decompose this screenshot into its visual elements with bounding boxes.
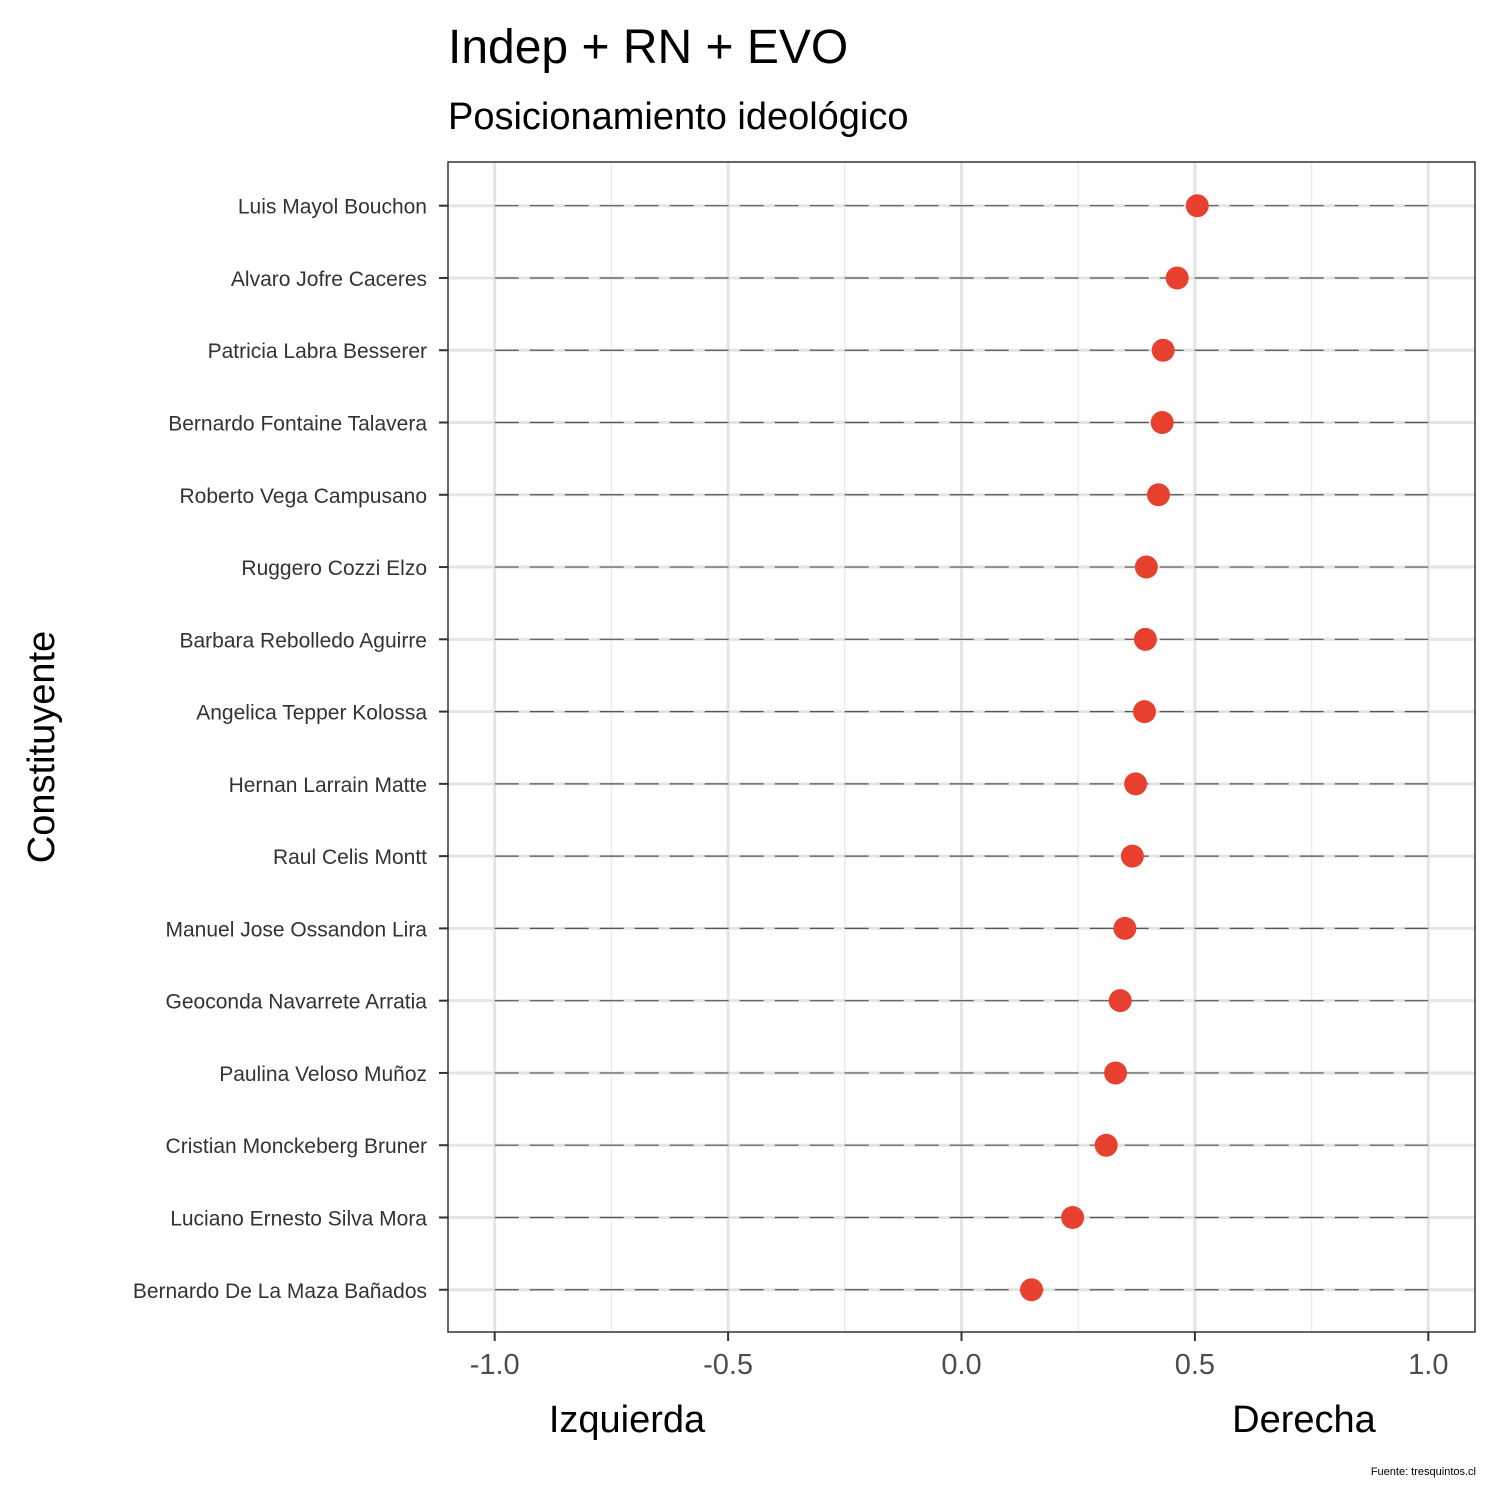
data-point <box>1165 266 1189 290</box>
y-tick-label: Luis Mayol Bouchon <box>238 196 427 219</box>
y-tick-label: Raul Celis Montt <box>273 846 427 869</box>
data-point <box>1020 1278 1044 1302</box>
y-tick-label: Luciano Ernesto Silva Mora <box>170 1207 427 1230</box>
y-tick-label: Ruggero Cozzi Elzo <box>241 557 427 580</box>
data-point <box>1061 1205 1085 1229</box>
y-tick-label: Manuel Jose Ossandon Lira <box>166 918 428 941</box>
data-point <box>1146 483 1170 507</box>
chart-title: Indep + RN + EVO <box>448 21 848 74</box>
y-axis-ticks: Luis Mayol Bouchon Alvaro Jofre Caceres Pa… <box>133 196 448 1303</box>
y-tick-label: Alvaro Jofre Caceres <box>231 268 427 291</box>
data-point <box>1150 411 1174 435</box>
data-point <box>1104 1061 1128 1085</box>
y-tick-label: Paulina Veloso Muñoz <box>219 1063 427 1086</box>
data-point <box>1132 700 1156 724</box>
data-point <box>1133 627 1157 651</box>
y-tick-label: Geoconda Navarrete Arratia <box>166 991 428 1014</box>
y-tick-label: Cristian Monckeberg Bruner <box>166 1135 427 1158</box>
data-point <box>1185 194 1209 218</box>
data-point <box>1124 772 1148 796</box>
x-tick-label: -1.0 <box>470 1349 520 1381</box>
y-tick-label: Hernan Larrain Matte <box>229 774 427 797</box>
x-tick-label: -0.5 <box>703 1349 753 1381</box>
y-axis-label: Constituyente <box>21 631 63 863</box>
y-tick-label: Bernardo De La Maza Bañados <box>133 1280 427 1303</box>
data-point <box>1094 1133 1118 1157</box>
data-point <box>1108 989 1132 1013</box>
chart-subtitle: Posicionamiento ideológico <box>448 96 909 138</box>
source-caption: Fuente: tresquintos.cl <box>1371 1466 1476 1478</box>
data-point <box>1134 555 1158 579</box>
data-point <box>1113 916 1137 940</box>
x-annotation-right: Derecha <box>1232 1399 1376 1441</box>
data-point <box>1151 338 1175 362</box>
y-tick-label: Patricia Labra Besserer <box>208 340 427 363</box>
y-tick-label: Angelica Tepper Kolossa <box>196 702 427 725</box>
y-tick-label: Barbara Rebolledo Aguirre <box>180 629 428 652</box>
y-tick-label: Bernardo Fontaine Talavera <box>168 413 427 436</box>
x-tick-label: 0.5 <box>1175 1349 1215 1381</box>
y-tick-label: Roberto Vega Campusano <box>180 485 428 508</box>
x-tick-label: 1.0 <box>1408 1349 1448 1381</box>
x-annotation-left: Izquierda <box>549 1399 706 1441</box>
grid-lines <box>448 162 1475 1332</box>
data-points <box>1020 194 1209 1302</box>
x-axis-ticks: -1.0 -0.5 0.0 0.5 1.0 <box>470 1332 1448 1381</box>
data-point <box>1120 844 1144 868</box>
dashed-guides <box>494 205 1429 1291</box>
x-tick-label: 0.0 <box>941 1349 981 1381</box>
